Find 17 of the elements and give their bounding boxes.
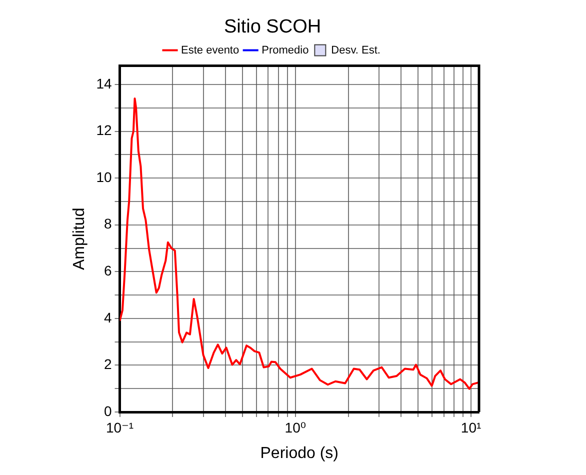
x-tick-label: 10⁰: [284, 419, 306, 436]
x-tick-label: 10⁻¹: [106, 419, 134, 436]
y-tick-label: 0: [104, 402, 112, 419]
y-tick-label: 8: [104, 216, 112, 232]
chart-title: Sitio SCOH: [224, 16, 322, 38]
legend-label: Este evento: [181, 44, 240, 56]
y-tick-label: 12: [96, 122, 112, 138]
legend-label: Promedio: [262, 44, 309, 56]
y-tick-label: 2: [104, 356, 112, 372]
y-tick-label: 4: [104, 309, 112, 326]
y-tick-label: 14: [96, 75, 112, 92]
x-axis-title: Periodo (s): [260, 444, 339, 462]
x-tick-label: 10¹: [460, 419, 482, 436]
y-axis-title: Amplitud: [71, 208, 88, 270]
y-tick-label: 6: [104, 262, 112, 279]
legend-label: Desv. Est.: [331, 44, 380, 56]
y-tick-label: 10: [96, 168, 112, 185]
